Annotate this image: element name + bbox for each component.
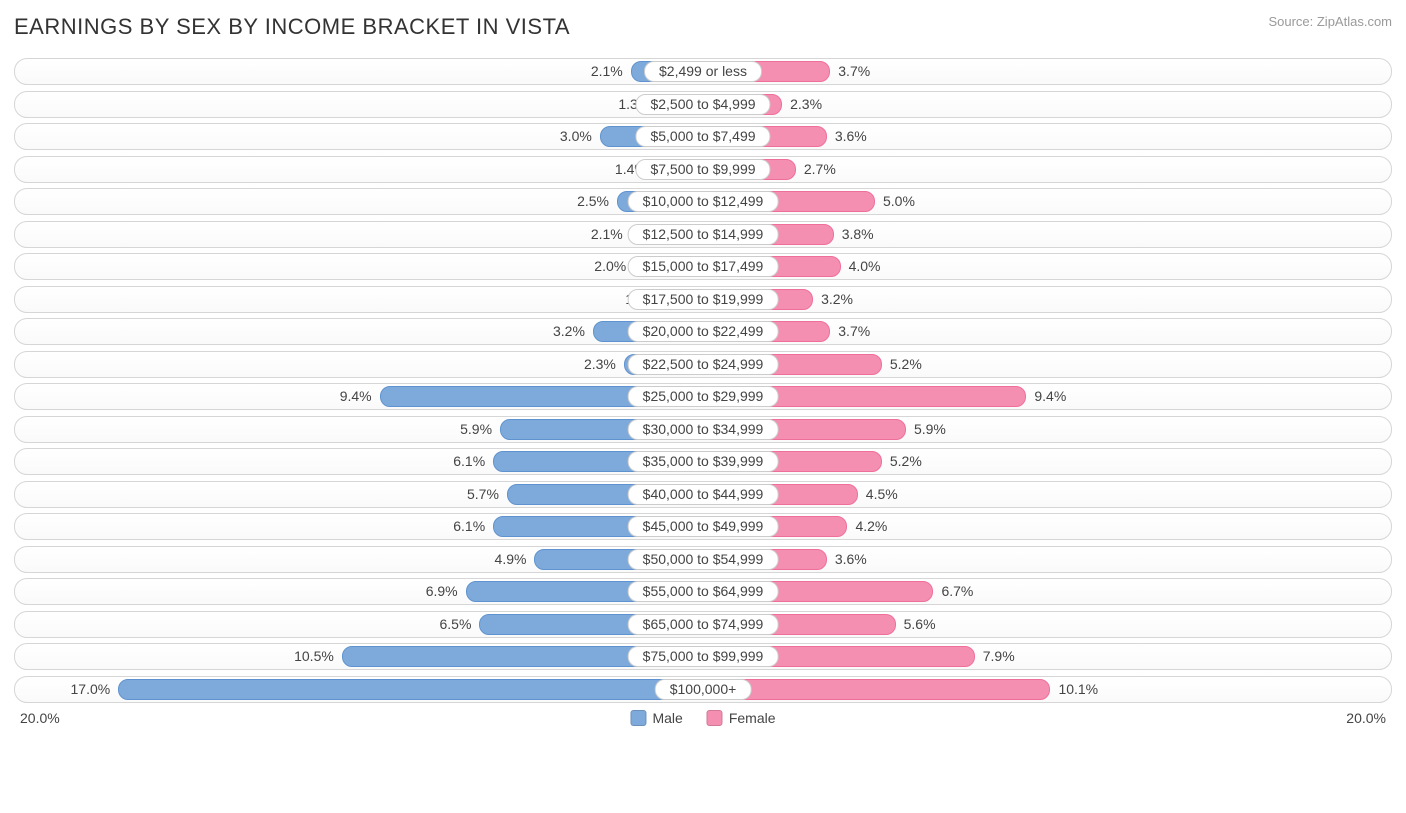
diverging-bar-chart: 2.1%3.7%$2,499 or less1.3%2.3%$2,500 to … [14, 58, 1392, 703]
axis-max-right: 20.0% [1346, 710, 1386, 726]
category-badge: $65,000 to $74,999 [628, 614, 779, 635]
category-badge: $100,000+ [655, 679, 752, 700]
category-badge: $20,000 to $22,499 [628, 321, 779, 342]
chart-row: 17.0% 10.1% $100,000+ [14, 676, 1392, 703]
female-value-label: 5.0% [875, 189, 915, 215]
category-badge: $10,000 to $12,499 [628, 191, 779, 212]
chart-footer: 20.0% Male Female 20.0% [14, 708, 1392, 734]
female-value-label: 5.6% [896, 612, 936, 638]
category-badge: $17,500 to $19,999 [628, 289, 779, 310]
male-value-label: 6.1% [453, 449, 493, 475]
chart-row: 6.1% 4.2% $45,000 to $49,999 [14, 513, 1392, 540]
male-value-label: 2.1% [591, 222, 631, 248]
chart-row: 6.5% 5.6% $65,000 to $74,999 [14, 611, 1392, 638]
male-value-label: 3.0% [560, 124, 600, 150]
chart-title: EARNINGS BY SEX BY INCOME BRACKET IN VIS… [14, 14, 570, 40]
legend-item-male: Male [630, 710, 682, 726]
female-value-label: 5.9% [906, 417, 946, 443]
male-value-label: 5.7% [467, 482, 507, 508]
female-value-label: 6.7% [933, 579, 973, 605]
category-badge: $2,499 or less [644, 61, 762, 82]
male-value-label: 3.2% [553, 319, 593, 345]
female-value-label: 3.2% [813, 287, 853, 313]
male-value-label: 6.1% [453, 514, 493, 540]
chart-row: 10.5% 7.9% $75,000 to $99,999 [14, 643, 1392, 670]
category-badge: $40,000 to $44,999 [628, 484, 779, 505]
chart-row: 5.7% 4.5% $40,000 to $44,999 [14, 481, 1392, 508]
male-value-label: 2.3% [584, 352, 624, 378]
chart-row: 2.0%4.0%$15,000 to $17,499 [14, 253, 1392, 280]
category-badge: $25,000 to $29,999 [628, 386, 779, 407]
male-value-label: 6.5% [439, 612, 479, 638]
male-value-label: 6.9% [426, 579, 466, 605]
male-value-label: 2.1% [591, 59, 631, 85]
legend: Male Female [630, 710, 775, 726]
male-bar [118, 679, 703, 700]
legend-label-female: Female [729, 710, 776, 726]
chart-row: 3.2% 3.7% $20,000 to $22,499 [14, 318, 1392, 345]
category-badge: $50,000 to $54,999 [628, 549, 779, 570]
chart-row: 2.5% 5.0% $10,000 to $12,499 [14, 188, 1392, 215]
chart-row: 6.9% 6.7% $55,000 to $64,999 [14, 578, 1392, 605]
chart-row: 6.1% 5.2% $35,000 to $39,999 [14, 448, 1392, 475]
chart-row: 1.3%2.3%$2,500 to $4,999 [14, 91, 1392, 118]
female-value-label: 3.7% [830, 319, 870, 345]
category-badge: $7,500 to $9,999 [635, 159, 770, 180]
chart-row: 1.4%2.7%$7,500 to $9,999 [14, 156, 1392, 183]
female-value-label: 4.2% [847, 514, 887, 540]
female-value-label: 3.6% [827, 547, 867, 573]
axis-max-left: 20.0% [20, 710, 60, 726]
male-value-label: 5.9% [460, 417, 500, 443]
female-swatch-icon [707, 710, 723, 726]
female-value-label: 3.8% [834, 222, 874, 248]
chart-row: 2.1% 3.8% $12,500 to $14,999 [14, 221, 1392, 248]
legend-item-female: Female [707, 710, 776, 726]
female-value-label: 2.3% [782, 92, 822, 118]
female-value-label: 4.5% [858, 482, 898, 508]
category-badge: $22,500 to $24,999 [628, 354, 779, 375]
male-value-label: 4.9% [495, 547, 535, 573]
category-badge: $55,000 to $64,999 [628, 581, 779, 602]
male-value-label: 2.5% [577, 189, 617, 215]
female-value-label: 3.7% [830, 59, 870, 85]
female-bar [703, 679, 1050, 700]
chart-row: 5.9% 5.9% $30,000 to $34,999 [14, 416, 1392, 443]
chart-row: 2.1% 3.7% $2,499 or less [14, 58, 1392, 85]
female-value-label: 5.2% [882, 449, 922, 475]
category-badge: $35,000 to $39,999 [628, 451, 779, 472]
header: EARNINGS BY SEX BY INCOME BRACKET IN VIS… [14, 14, 1392, 40]
male-value-label: 17.0% [71, 677, 119, 703]
chart-row: 4.9% 3.6% $50,000 to $54,999 [14, 546, 1392, 573]
category-badge: $5,000 to $7,499 [635, 126, 770, 147]
category-badge: $75,000 to $99,999 [628, 646, 779, 667]
category-badge: $15,000 to $17,499 [628, 256, 779, 277]
chart-row: 9.4% 9.4% $25,000 to $29,999 [14, 383, 1392, 410]
legend-label-male: Male [652, 710, 682, 726]
female-value-label: 7.9% [975, 644, 1015, 670]
category-badge: $30,000 to $34,999 [628, 419, 779, 440]
male-value-label: 9.4% [340, 384, 380, 410]
category-badge: $2,500 to $4,999 [635, 94, 770, 115]
category-badge: $45,000 to $49,999 [628, 516, 779, 537]
female-value-label: 4.0% [841, 254, 881, 280]
male-swatch-icon [630, 710, 646, 726]
chart-row: 2.3% 5.2% $22,500 to $24,999 [14, 351, 1392, 378]
male-value-label: 10.5% [294, 644, 342, 670]
female-value-label: 9.4% [1026, 384, 1066, 410]
chart-row: 3.0% 3.6% $5,000 to $7,499 [14, 123, 1392, 150]
female-value-label: 5.2% [882, 352, 922, 378]
female-value-label: 3.6% [827, 124, 867, 150]
source-attribution: Source: ZipAtlas.com [1268, 14, 1392, 29]
female-value-label: 10.1% [1050, 677, 1098, 703]
chart-row: 1.1%3.2%$17,500 to $19,999 [14, 286, 1392, 313]
category-badge: $12,500 to $14,999 [628, 224, 779, 245]
female-value-label: 2.7% [796, 157, 836, 183]
